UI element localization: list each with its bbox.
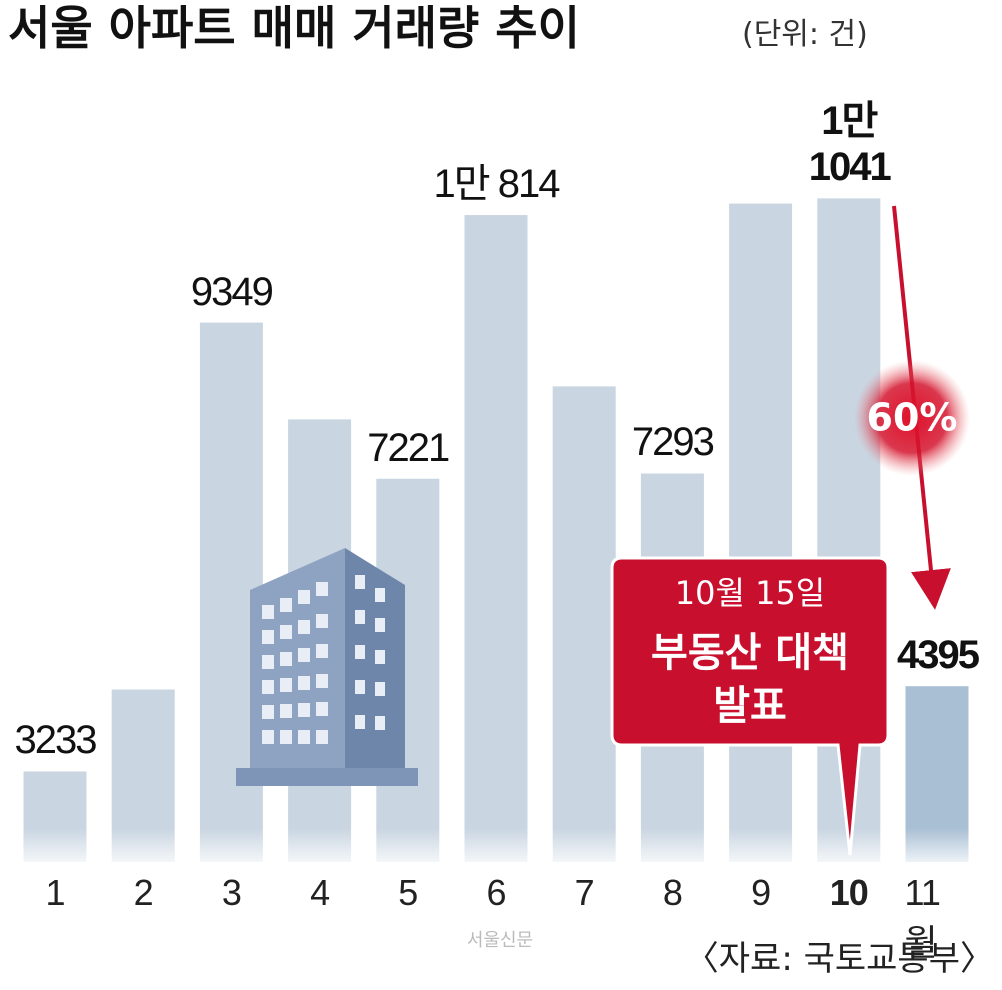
value-label: 3233 <box>14 718 98 763</box>
x-tick-label: 1 <box>45 872 65 913</box>
callout-date: 10월 15일 <box>675 574 826 612</box>
change-badge <box>854 360 970 476</box>
x-tick-label: 4 <box>310 872 330 913</box>
unit: (단위: 건) <box>742 17 868 52</box>
baseline-fade <box>15 828 975 864</box>
callout-line1: 부동산 대책 <box>651 630 849 676</box>
value-label: 4395 <box>897 633 980 678</box>
building-icon <box>236 548 418 786</box>
value-label: 7221 <box>367 425 450 470</box>
bar <box>729 203 793 863</box>
x-tick-label: 5 <box>398 872 418 913</box>
bar <box>552 386 616 862</box>
x-tick-label: 3 <box>221 872 242 913</box>
value-label: 1만 814 <box>433 162 561 207</box>
callout-box <box>610 556 890 856</box>
bar <box>464 215 528 863</box>
x-tick-label: 10 <box>829 872 869 913</box>
value-label: 1만 1041 <box>808 99 892 190</box>
x-tick-label: 9 <box>751 872 771 913</box>
change-label: 60% <box>867 396 958 440</box>
callout-line2: 발표 <box>713 683 787 729</box>
x-tick-label: 2 <box>133 872 154 913</box>
publisher: 서울신문 <box>467 930 533 951</box>
value-label: 9349 <box>190 269 274 314</box>
x-tick-label: 8 <box>662 872 683 913</box>
x-tick-label: 7 <box>574 872 595 913</box>
value-label: 7293 <box>631 420 715 465</box>
source: 〈자료: 국토교통부〉 <box>685 939 994 979</box>
chart-title: 서울 아파트 매매 거래량 추이 <box>8 1 580 55</box>
x-tick-label: 6 <box>486 872 506 913</box>
x-tick-label: 11월 <box>904 872 941 963</box>
